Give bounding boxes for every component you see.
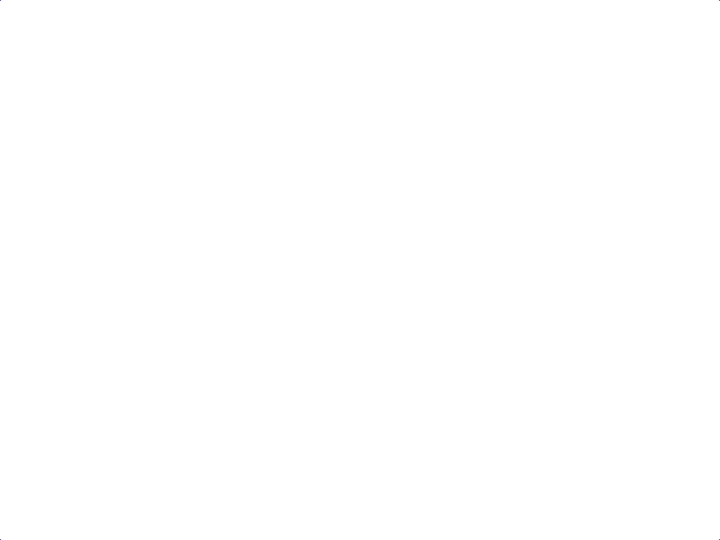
- Ellipse shape: [211, 180, 229, 230]
- Text: Diameter of the tube affects the flow.  What is the allowed
flow rate variation : Diameter of the tube affects the flow. W…: [175, 325, 681, 362]
- Ellipse shape: [202, 163, 238, 247]
- Text: 1. Functional constraints: 1. Functional constraints: [38, 110, 271, 128]
- Text: flow rate: flow rate: [542, 192, 624, 207]
- Text: IE550 - Manufacturing Systems: IE550 - Manufacturing Systems: [567, 12, 708, 21]
- Text: 25: 25: [686, 516, 700, 526]
- Text: d ± t: d ± t: [235, 309, 280, 327]
- Text: EFFECTS OF TOLERANCE (I): EFFECTS OF TOLERANCE (I): [82, 42, 638, 76]
- FancyBboxPatch shape: [220, 163, 470, 247]
- Text: e.g.: e.g.: [38, 145, 74, 163]
- Text: 11/22/2020: 11/22/2020: [20, 516, 84, 526]
- Ellipse shape: [448, 163, 492, 247]
